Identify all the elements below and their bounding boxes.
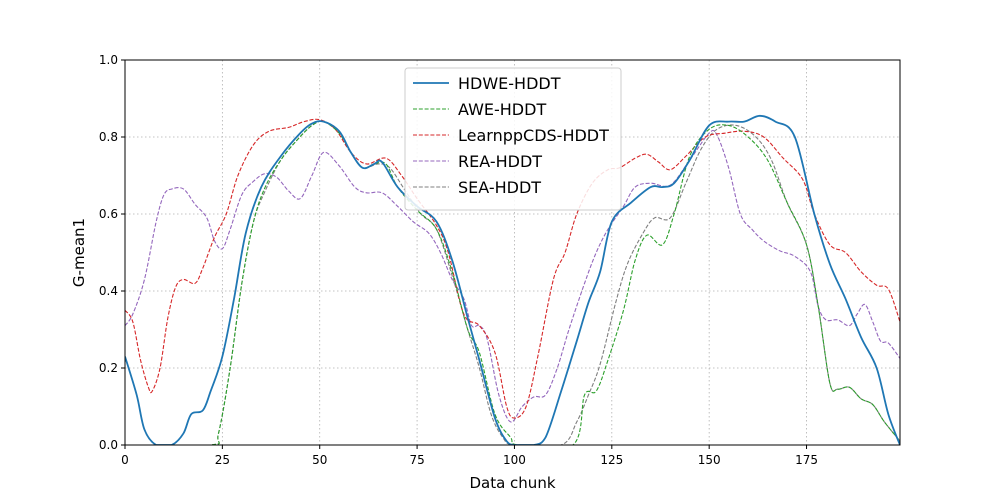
- x-tick-label: 100: [503, 453, 526, 467]
- series-line-learnppcds-hddt: [125, 118, 900, 419]
- x-axis-label: Data chunk: [469, 474, 555, 492]
- series-line-hdwe-hddt: [125, 114, 900, 445]
- x-tick-label: 75: [409, 453, 424, 467]
- x-tick-label: 150: [698, 453, 721, 467]
- legend-label: AWE-HDDT: [458, 100, 546, 119]
- legend-box: [404, 67, 622, 211]
- legend-label: HDWE-HDDT: [458, 74, 561, 93]
- y-tick-label: 1.0: [99, 53, 118, 67]
- y-tick-label: 0.8: [99, 130, 118, 144]
- y-tick-label: 0.2: [99, 361, 118, 375]
- x-tick-label: 125: [600, 453, 623, 467]
- x-tick-label: 25: [215, 453, 230, 467]
- series-line-rea-hddt: [125, 129, 900, 423]
- x-tick-label: 0: [121, 453, 129, 467]
- legend: HDWE-HDDT AWE-HDDT LearnppCDS-HDDT REA-HDDT…: [404, 67, 622, 211]
- y-tick-label: 0.6: [99, 207, 118, 221]
- legend-label: REA-HDDT: [458, 152, 542, 171]
- y-tick-label: 0.4: [99, 284, 118, 298]
- series-lines: [125, 114, 900, 445]
- legend-label: LearnppCDS-HDDT: [458, 126, 609, 145]
- y-tick-label: 0.0: [99, 438, 118, 452]
- x-tick-label: 175: [795, 453, 818, 467]
- y-axis-label: G-mean1: [70, 218, 88, 287]
- legend-label: SEA-HDDT: [458, 178, 541, 197]
- plot-frame: [124, 59, 901, 446]
- axis-ticks: 0 25 50 75 100 125 150 175 0.0 0.2 0.4 0.6 0.8 1.0: [99, 53, 818, 467]
- x-tick-label: 50: [312, 453, 327, 467]
